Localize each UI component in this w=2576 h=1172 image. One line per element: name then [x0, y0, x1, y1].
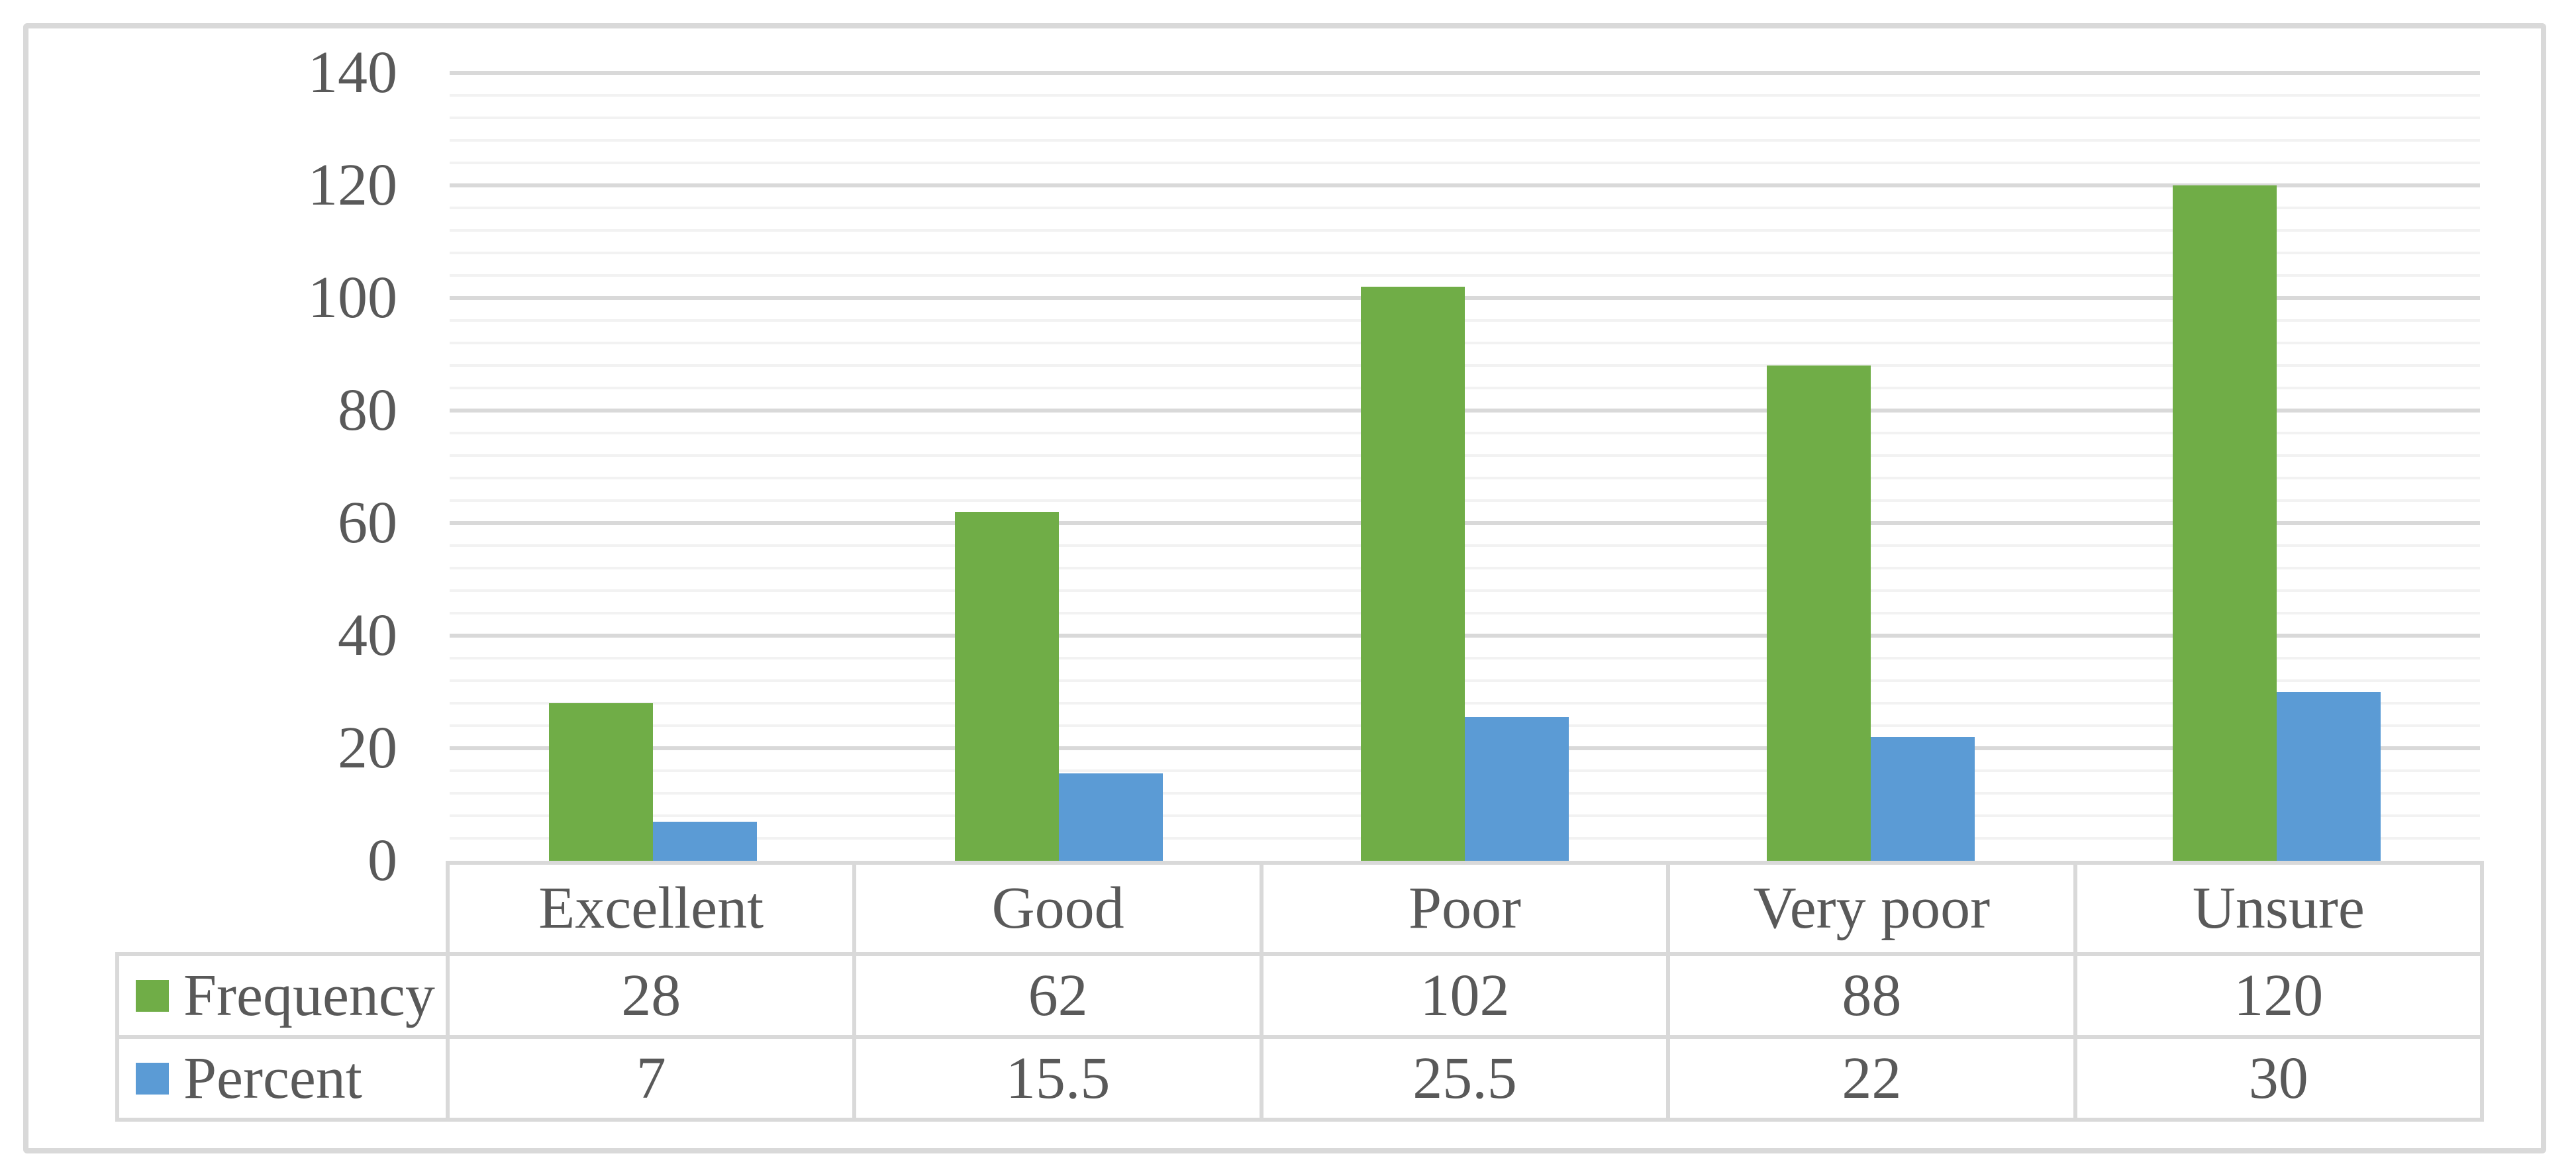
bar-frequency-poor: [1361, 287, 1465, 861]
table-value-cell-percent-very-poor: 22: [1670, 1039, 2073, 1118]
bar-frequency-good: [954, 512, 1059, 861]
table-header-cell-excellent: Excellent: [450, 865, 853, 952]
gridline-minor: [450, 274, 2480, 277]
gridline-minor: [450, 252, 2480, 254]
plot-area: [450, 69, 2480, 861]
gridline-minor: [450, 139, 2480, 142]
y-axis-tick-label: 120: [308, 152, 397, 218]
table-value-cell-frequency-unsure: 120: [2077, 956, 2480, 1035]
table-header-cell-poor: Poor: [1263, 865, 1667, 952]
gridline-minor: [450, 477, 2480, 479]
gridline-minor: [450, 657, 2480, 659]
bar-percent-unsure: [2277, 692, 2381, 861]
table-value-cell-percent-excellent: 7: [450, 1039, 853, 1118]
y-axis-tick-label: 0: [368, 828, 397, 893]
data-table-body: Frequency 28 62 102 88 120 Percent 7 15.5 25.5 22 3…: [115, 952, 2484, 1122]
table-value-cell-percent-good: 15.5: [856, 1039, 1260, 1118]
table-value-cell-percent-unsure: 30: [2077, 1039, 2480, 1118]
bar-percent-very-poor: [1871, 737, 1975, 861]
gridline-minor: [450, 162, 2480, 164]
gridline-major: [450, 183, 2480, 187]
table-header-cell-unsure: Unsure: [2077, 865, 2480, 952]
legend-label-frequency: Frequency: [183, 962, 435, 1028]
gridline-minor: [450, 229, 2480, 232]
y-axis-tick-label: 100: [308, 265, 397, 330]
gridline-minor: [450, 454, 2480, 457]
y-axis-tick-label: 80: [338, 377, 397, 443]
gridline-minor: [450, 342, 2480, 344]
table-header-cell-good: Good: [856, 865, 1260, 952]
y-axis-tick-label: 60: [338, 490, 397, 556]
table-value-cell-percent-poor: 25.5: [1263, 1039, 1667, 1118]
gridline-major: [450, 409, 2480, 413]
data-table-header-row: Excellent Good Poor Very poor Unsure: [446, 861, 2484, 952]
bar-percent-good: [1058, 773, 1163, 861]
gridline-major: [450, 71, 2480, 75]
y-axis-tick-label: 20: [338, 715, 397, 781]
gridline-minor: [450, 117, 2480, 119]
gridline-minor: [450, 679, 2480, 682]
bar-percent-excellent: [652, 821, 757, 861]
gridline-minor: [450, 387, 2480, 389]
gridline-minor: [450, 207, 2480, 209]
gridline-minor: [450, 432, 2480, 434]
gridline-minor: [450, 589, 2480, 592]
legend-key-percent-swatch: [136, 1062, 169, 1095]
bar-frequency-unsure: [2173, 185, 2277, 861]
gridline-minor: [450, 612, 2480, 614]
gridline-minor: [450, 567, 2480, 569]
gridline-minor: [450, 702, 2480, 705]
gridline-minor: [450, 499, 2480, 502]
gridline-major: [450, 521, 2480, 525]
gridline-minor: [450, 319, 2480, 322]
legend-key-frequency-swatch: [136, 979, 169, 1012]
table-header-cell-very-poor: Very poor: [1670, 865, 2073, 952]
table-value-cell-frequency-poor: 102: [1263, 956, 1667, 1035]
bar-frequency-excellent: [548, 703, 653, 861]
table-value-cell-frequency-good: 62: [856, 956, 1260, 1035]
gridline-major: [450, 296, 2480, 300]
legend-label-percent: Percent: [183, 1045, 362, 1111]
gridline-major: [450, 634, 2480, 638]
y-axis-tick-label: 40: [338, 603, 397, 668]
bar-percent-poor: [1465, 717, 1569, 861]
legend-item-percent: Percent: [119, 1039, 446, 1118]
table-value-cell-frequency-excellent: 28: [450, 956, 853, 1035]
legend-item-frequency: Frequency: [119, 956, 446, 1035]
gridline-minor: [450, 94, 2480, 97]
bar-frequency-very-poor: [1767, 366, 1871, 861]
gridline-minor: [450, 364, 2480, 367]
gridline-minor: [450, 544, 2480, 547]
table-value-cell-frequency-very-poor: 88: [1670, 956, 2073, 1035]
y-axis-tick-label: 140: [308, 40, 397, 105]
